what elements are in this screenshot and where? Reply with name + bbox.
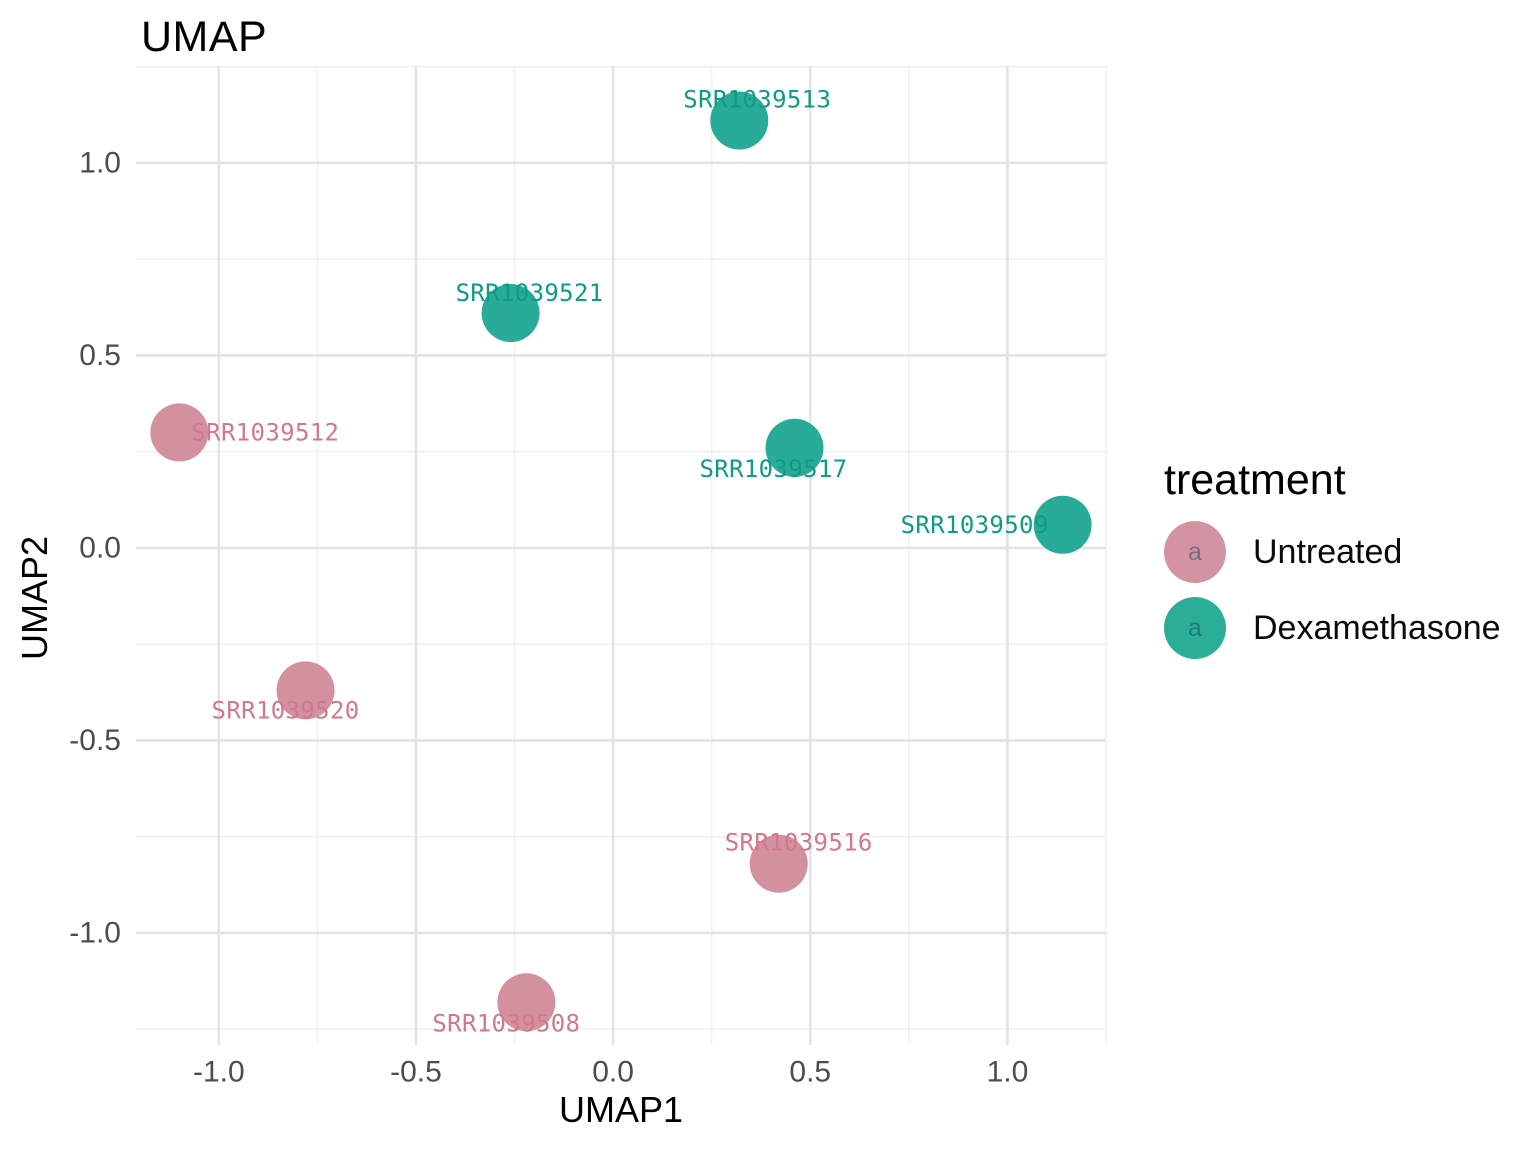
y-tick-label: 0.5 — [79, 339, 121, 372]
y-tick-label: 0.0 — [79, 531, 121, 564]
legend-label-dexamethasone: Dexamethasone — [1253, 608, 1501, 647]
point-label-SRR1039508: SRR1039508 — [432, 1009, 580, 1037]
data-point-SRR1039517 — [765, 418, 824, 477]
point-label-SRR1039521: SRR1039521 — [456, 279, 604, 307]
data-point-SRR1039513 — [710, 91, 769, 150]
point-label-SRR1039509: SRR1039509 — [901, 511, 1049, 539]
data-point-SRR1039509 — [1033, 495, 1092, 554]
x-tick-label: 0.0 — [592, 1056, 634, 1089]
dexamethasone-key-glyph: a — [1188, 613, 1202, 642]
untreated-key-glyph: a — [1188, 537, 1202, 566]
data-point-SRR1039512 — [150, 403, 209, 462]
legend-title: treatment — [1164, 456, 1346, 504]
x-tick-label: 0.5 — [789, 1056, 831, 1089]
legend-item-untreated: a Untreated — [1164, 521, 1501, 583]
data-point-SRR1039520 — [276, 661, 335, 720]
legend-item-dexamethasone: a Dexamethasone — [1164, 597, 1501, 659]
data-point-SRR1039516 — [749, 834, 808, 893]
x-tick-label: 1.0 — [987, 1056, 1029, 1089]
x-axis-title: UMAP1 — [558, 1089, 684, 1130]
legend-label-untreated: Untreated — [1253, 532, 1403, 571]
point-label-SRR1039520: SRR1039520 — [212, 696, 360, 724]
point-label-SRR1039517: SRR1039517 — [699, 455, 847, 483]
x-tick-label: -0.5 — [390, 1056, 442, 1089]
untreated-key-circle: a — [1164, 521, 1226, 583]
data-point-SRR1039508 — [497, 973, 556, 1032]
point-label-SRR1039516: SRR1039516 — [725, 829, 873, 857]
y-axis-title: UMAP2 — [14, 535, 55, 661]
dexamethasone-key-circle: a — [1164, 597, 1226, 659]
legend: treatment a Untreated a Dexamethasone — [1164, 456, 1501, 673]
point-label-SRR1039513: SRR1039513 — [683, 86, 831, 114]
data-point-SRR1039521 — [481, 284, 540, 343]
plot-title: UMAP — [141, 13, 268, 61]
y-tick-label: 1.0 — [79, 146, 121, 179]
x-tick-label: -1.0 — [193, 1056, 245, 1089]
y-tick-label: -0.5 — [69, 724, 121, 757]
point-label-SRR1039512: SRR1039512 — [191, 418, 339, 446]
y-tick-label: -1.0 — [69, 916, 121, 949]
